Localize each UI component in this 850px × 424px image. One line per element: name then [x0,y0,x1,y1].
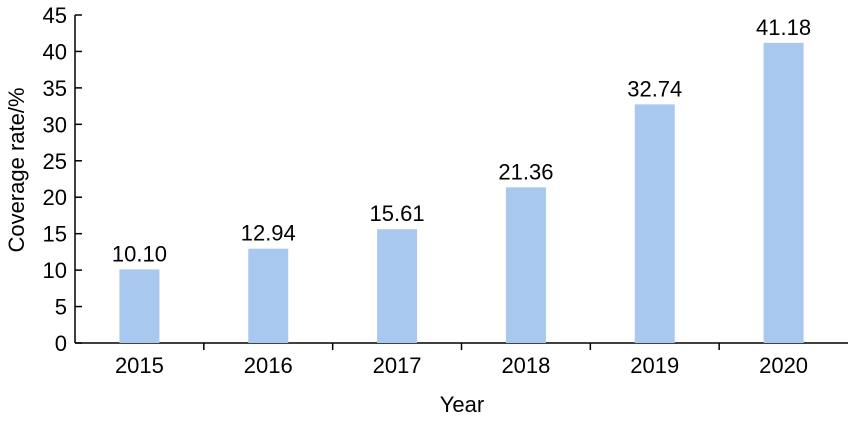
y-tick-label: 40 [43,39,67,64]
y-tick-label: 35 [43,76,67,101]
bar [377,229,418,343]
y-tick-label: 15 [43,222,67,247]
bar [248,248,289,343]
x-tick-label: 2020 [759,353,808,378]
bar [634,104,675,343]
data-label: 15.61 [370,201,425,226]
y-tick-label: 25 [43,149,67,174]
y-axis-label: Coverage rate/% [4,87,29,252]
y-tick-label: 10 [43,258,67,283]
data-label: 12.94 [241,221,296,246]
y-tick-label: 0 [55,331,67,356]
data-label: 10.10 [112,241,167,266]
x-tick-label: 2018 [501,353,550,378]
bar [119,269,160,343]
bar [763,42,804,343]
data-label: 41.18 [756,15,811,40]
y-tick-label: 30 [43,112,67,137]
x-tick-label: 2017 [373,353,422,378]
y-tick-label: 45 [43,3,67,28]
axes: 0 5 10 15 20 25 30 35 40 45 2015 2016 2017 2018 2019 20… [43,3,848,378]
x-tick-label: 2015 [115,353,164,378]
y-tick-label: 5 [55,295,67,320]
y-tick-label: 20 [43,185,67,210]
x-tick-label: 2016 [244,353,293,378]
data-label: 32.74 [627,76,682,101]
data-label: 21.36 [498,159,553,184]
bar [505,187,546,343]
x-tick-label: 2019 [630,353,679,378]
data-labels: 10.10 12.94 15.61 21.36 32.74 41.18 [112,15,811,267]
x-axis-label: Year [440,392,484,417]
bars [119,42,804,343]
